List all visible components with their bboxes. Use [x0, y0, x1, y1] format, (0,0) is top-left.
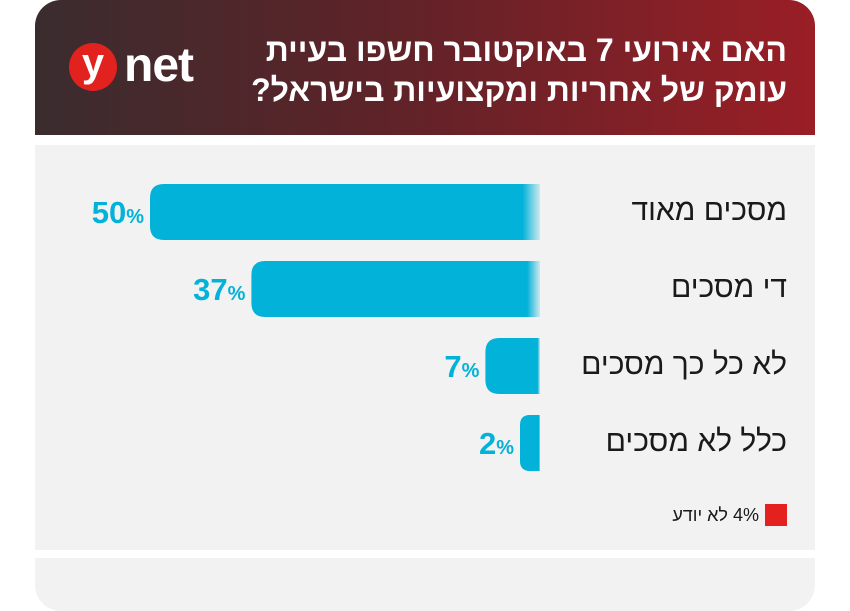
bar [150, 184, 540, 240]
bar-chart: 50% 37% 7% 2% [92, 184, 540, 471]
bar [251, 261, 540, 317]
category-label: לא כל כך מסכים [581, 348, 787, 381]
value-label: 37% [193, 272, 245, 307]
logo-letter: y [81, 41, 105, 85]
poll-card: y net האם אירועי 7 באוקטובר חשפו בעיית ע… [35, 0, 815, 611]
bar [520, 415, 540, 471]
category-label: די מסכים [670, 271, 787, 304]
logo-word: net [124, 39, 194, 92]
header-banner: y net האם אירועי 7 באוקטובר חשפו בעיית ע… [35, 0, 815, 135]
category-label: מסכים מאוד [631, 194, 787, 227]
dont-know-swatch [765, 504, 787, 526]
value-label: 2% [479, 426, 514, 461]
logo-circle-icon [69, 43, 117, 91]
footer-panel [35, 558, 815, 611]
bar [485, 338, 540, 394]
value-label: 7% [444, 349, 479, 384]
value-label: 50% [92, 195, 144, 230]
dont-know-label: 4% לא יודע [672, 504, 759, 525]
chart-title: האם אירועי 7 באוקטובר חשפו בעיית עומק של… [251, 32, 787, 108]
category-label: כלל לא מסכים [605, 425, 787, 458]
ynet-logo: y net [69, 39, 199, 96]
dont-know-legend: 4% לא יודע [672, 504, 787, 526]
